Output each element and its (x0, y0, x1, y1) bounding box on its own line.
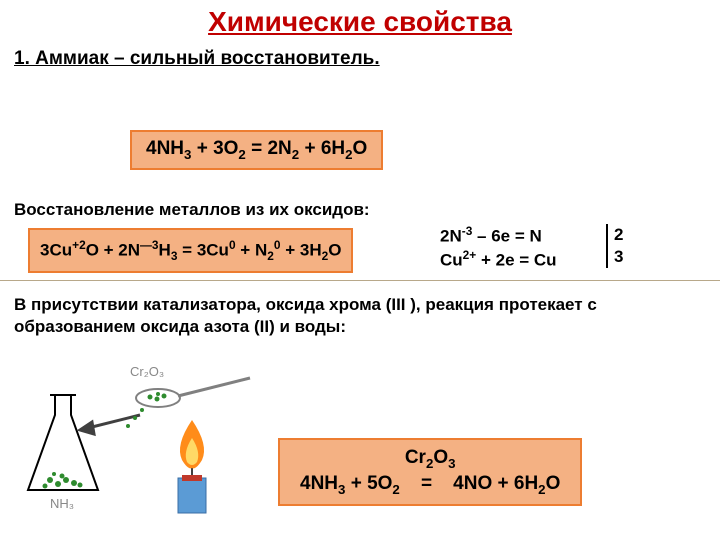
subtitle: 1. Аммиак – сильный восстановитель. (14, 48, 720, 70)
flask-label: NH₃ (50, 496, 74, 511)
equation-3-catalyst: Cr2O3 (300, 446, 560, 472)
balance-coefficients: 2 3 (614, 224, 623, 268)
section-2-text: В присутствии катализатора, оксида хрома… (14, 294, 704, 338)
balance-divider (606, 224, 608, 268)
reaction-diagram: NH₃ Cr₂O₃ (20, 360, 260, 520)
equation-2: 3Cu+2O + 2N—3H3 = 3Cu0 + N20 + 3H2O (28, 228, 353, 273)
powder-label: Cr₂O₃ (130, 364, 164, 379)
half-reactions: 2N-3 – 6e = N Cu2+ + 2e = Cu (440, 224, 557, 272)
candle-icon (178, 420, 206, 513)
section-1-text: Восстановление металлов из их оксидов: (14, 200, 370, 220)
page-title: Химические свойства (0, 0, 720, 38)
half-reaction-2: Cu2+ + 2e = Cu (440, 248, 557, 272)
flask-icon (28, 395, 98, 490)
half-reaction-1: 2N-3 – 6e = N (440, 224, 557, 248)
coef-2: 3 (614, 246, 623, 268)
equation-3: Cr2O3 4NH3 + 5O2 = 4NO + 6H2O (278, 438, 582, 506)
equation-1: 4NH3 + 3O2 = 2N2 + 6H2O (130, 130, 383, 170)
coef-1: 2 (614, 224, 623, 246)
horizontal-divider (0, 280, 720, 281)
arrow-icon (80, 415, 140, 434)
spoon-icon (126, 378, 250, 428)
equation-3-main: 4NH3 + 5O2 = 4NO + 6H2O (300, 472, 560, 498)
